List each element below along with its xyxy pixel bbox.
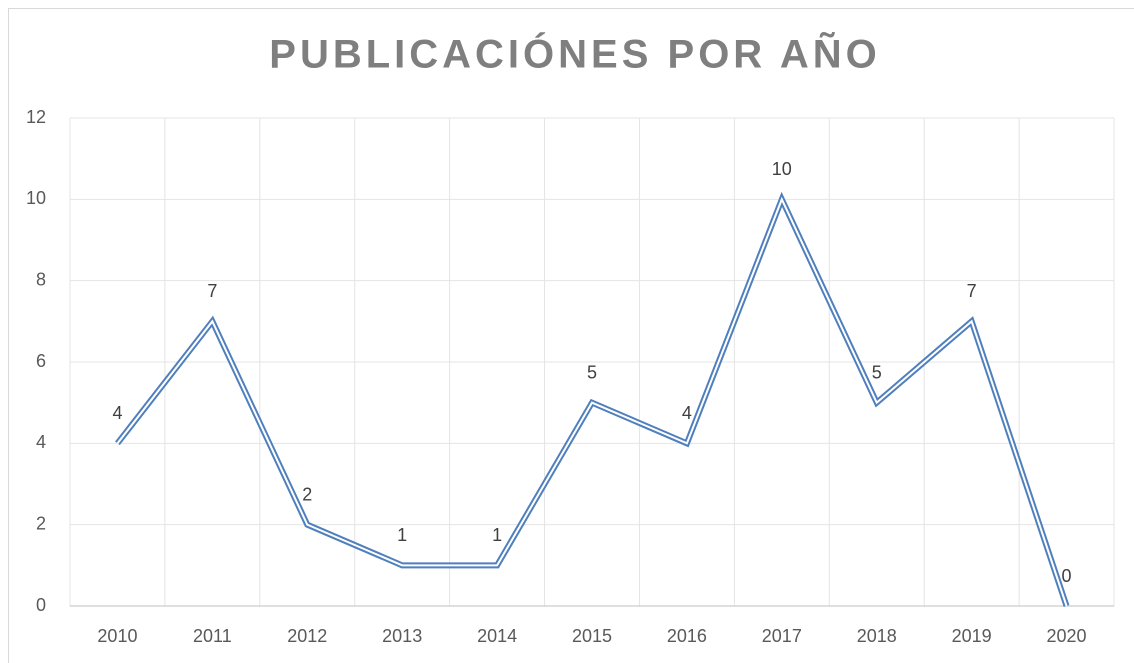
x-tick-label: 2011 bbox=[193, 626, 232, 646]
x-tick-label: 2012 bbox=[287, 626, 327, 646]
data-label: 1 bbox=[397, 525, 407, 545]
x-tick-label: 2017 bbox=[762, 626, 802, 646]
x-tick-label: 2016 bbox=[667, 626, 707, 646]
x-tick-label: 2015 bbox=[572, 626, 612, 646]
y-tick-label: 12 bbox=[26, 107, 46, 127]
x-tick-label: 2020 bbox=[1047, 626, 1087, 646]
data-label: 1 bbox=[492, 525, 502, 545]
data-label: 7 bbox=[967, 281, 977, 301]
data-label: 5 bbox=[587, 362, 597, 382]
line-inner bbox=[116, 196, 1068, 607]
data-label: 10 bbox=[772, 159, 792, 179]
y-tick-label: 10 bbox=[26, 188, 46, 208]
data-label: 7 bbox=[207, 281, 217, 301]
y-tick-label: 4 bbox=[36, 432, 46, 452]
y-tick-label: 8 bbox=[36, 269, 46, 289]
y-tick-label: 6 bbox=[36, 351, 46, 371]
data-label: 0 bbox=[1062, 566, 1072, 586]
data-label: 2 bbox=[302, 484, 312, 504]
x-tick-label: 2010 bbox=[97, 626, 137, 646]
chart-title: PUBLICACIÓNES POR AÑO bbox=[269, 31, 880, 77]
x-tick-label: 2013 bbox=[382, 626, 422, 646]
y-tick-label: 0 bbox=[36, 595, 46, 615]
x-tick-label: 2018 bbox=[857, 626, 897, 646]
data-label: 4 bbox=[112, 403, 122, 423]
data-label: 4 bbox=[682, 403, 692, 423]
data-label: 5 bbox=[872, 362, 882, 382]
y-tick-label: 2 bbox=[36, 513, 46, 533]
x-tick-label: 2014 bbox=[477, 626, 517, 646]
chart-border bbox=[8, 8, 1134, 663]
x-tick-label: 2019 bbox=[952, 626, 992, 646]
